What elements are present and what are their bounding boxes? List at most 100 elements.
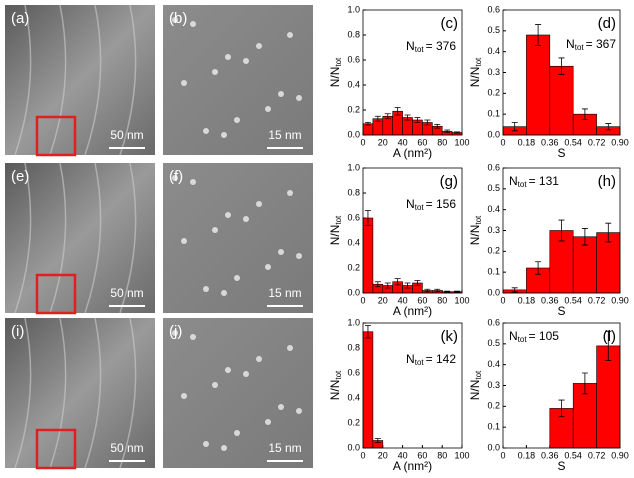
x-tick-label: 0 [500, 295, 505, 305]
error-bar [404, 282, 411, 289]
y-tick-label: 0.2 [487, 88, 500, 98]
n-value: = 142 [426, 352, 457, 366]
adsorbate [172, 17, 178, 23]
scale-label: 50 nm [110, 441, 143, 455]
ylabel-main: N/N [468, 67, 482, 88]
adsorbate [296, 253, 302, 259]
y-tick-label: 0.0 [487, 287, 500, 297]
x-tick-label: 100 [454, 450, 469, 460]
error-bar [424, 119, 431, 126]
terrace-step [84, 317, 102, 469]
adsorbate [225, 212, 231, 218]
error-bar [374, 438, 381, 443]
adsorbate [181, 238, 187, 244]
adsorbate [225, 367, 231, 373]
adsorbate [278, 404, 284, 410]
panel-label: (c) [441, 15, 459, 32]
error-bar [444, 290, 451, 293]
y-tick-label: 0.2 [347, 417, 360, 427]
x-tick-label: 0 [360, 295, 365, 305]
x-tick-label: 60 [417, 450, 427, 460]
error-bar [364, 325, 371, 339]
y-tick-label: 0.3 [487, 225, 500, 235]
x-axis-label: A (nm²) [393, 146, 432, 160]
bar [362, 217, 374, 294]
y-tick-label: 0.8 [347, 187, 360, 197]
y-axis-label: N/Ntot [468, 57, 483, 87]
x-tick-label: 100 [454, 137, 469, 147]
bar [362, 331, 374, 449]
n-main: N [406, 197, 415, 211]
x-tick-label: 20 [378, 450, 388, 460]
terrace-step [14, 4, 32, 156]
roi-box [35, 428, 77, 470]
n-sub: tot [415, 203, 425, 212]
adsorbate [225, 54, 231, 60]
y-tick-label: 0.8 [347, 342, 360, 352]
n-main: N [566, 37, 575, 51]
panel-label: (h) [598, 173, 616, 190]
ylabel-main: N/N [328, 225, 342, 246]
y-tick-label: 0.6 [487, 162, 500, 172]
x-axis-label: S [557, 304, 565, 318]
x-tick-label: 60 [417, 137, 427, 147]
panel-label: (b) [169, 10, 187, 27]
y-tick-label: 1.0 [347, 317, 360, 327]
n-main: N [509, 329, 518, 343]
error-bar [364, 210, 371, 226]
y-axis-label: N/Ntot [328, 57, 343, 87]
panel-label: (g) [440, 173, 458, 190]
x-tick-label: 40 [398, 450, 408, 460]
x-tick-label: 0.36 [541, 450, 559, 460]
plot-frame [502, 9, 621, 136]
adsorbate [221, 290, 227, 296]
adsorbate [181, 393, 187, 399]
adsorbate [234, 275, 240, 281]
panel-label: (l) [603, 328, 616, 345]
x-tick-label: 0.72 [588, 295, 606, 305]
error-bar [454, 290, 461, 293]
bar [596, 345, 621, 449]
adsorbate [243, 58, 249, 64]
y-tick-label: 0.5 [487, 338, 500, 348]
adsorbate [203, 286, 209, 292]
y-tick-label: 0.5 [487, 25, 500, 35]
y-tick-label: 0.4 [487, 204, 500, 214]
plot-frame [502, 322, 621, 449]
adsorbate [256, 201, 262, 207]
error-bar [394, 278, 401, 286]
adsorbate [212, 69, 218, 75]
adsorbate [256, 43, 262, 49]
error-bar [558, 399, 565, 418]
n-sub: tot [518, 180, 528, 189]
error-bar [374, 281, 381, 288]
n-sub: tot [415, 45, 425, 54]
adsorbate [278, 249, 284, 255]
x-tick-label: 0.90 [611, 137, 629, 147]
adsorbate [265, 264, 271, 270]
adsorbate [190, 21, 196, 27]
n-sub: tot [518, 335, 528, 344]
terrace-step [119, 162, 137, 314]
error-bar [581, 108, 588, 120]
n-value: = 376 [426, 39, 457, 53]
y-tick-label: 0.3 [487, 380, 500, 390]
n-main: N [406, 352, 415, 366]
x-tick-label: 0 [360, 450, 365, 460]
error-bar [605, 222, 612, 243]
x-tick-label: 0.36 [541, 295, 559, 305]
panel-label: (a) [11, 10, 29, 27]
adsorbate [234, 117, 240, 123]
error-bar [558, 219, 565, 242]
adsorbate [256, 356, 262, 362]
n-annotation: Ntot = 105 [509, 329, 559, 344]
y-tick-label: 0.0 [347, 287, 360, 297]
x-tick-label: 0.72 [588, 450, 606, 460]
ylabel-sub: tot [334, 370, 343, 380]
x-tick-label: 0 [360, 137, 365, 147]
error-bar [424, 288, 431, 293]
panel-label: (i) [11, 323, 24, 340]
stm-image [163, 163, 313, 313]
panel-label: (k) [441, 328, 459, 345]
plot-frame [362, 322, 463, 449]
